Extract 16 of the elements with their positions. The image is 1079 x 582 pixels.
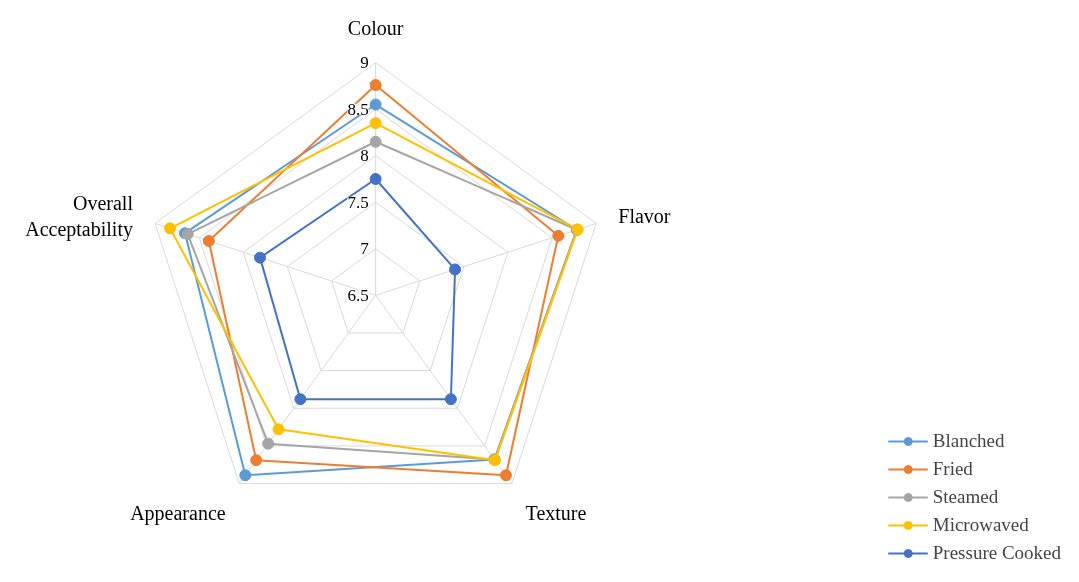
legend-label: Fried xyxy=(932,458,973,480)
spoke-label: Texture xyxy=(525,502,587,525)
spoke-label: Flavor xyxy=(618,205,671,228)
y-tick-label: 8 xyxy=(360,146,369,166)
y-tick-label: 9 xyxy=(360,53,369,73)
spoke-label: Colour xyxy=(347,17,404,40)
legend-label: Blanched xyxy=(932,430,1005,452)
legend-label: Microwaved xyxy=(932,514,1029,536)
y-tick-label: 8.5 xyxy=(347,99,369,119)
y-tick-label: 6.5 xyxy=(347,285,369,305)
spoke-label: Overall Acceptability xyxy=(25,192,134,242)
spoke-label: Appearance xyxy=(130,502,226,526)
y-tick-label: 7.5 xyxy=(347,192,369,212)
legend-label: Pressure Cooked xyxy=(932,542,1061,564)
y-tick-label: 7 xyxy=(360,239,370,259)
legend-label: Steamed xyxy=(932,486,999,508)
